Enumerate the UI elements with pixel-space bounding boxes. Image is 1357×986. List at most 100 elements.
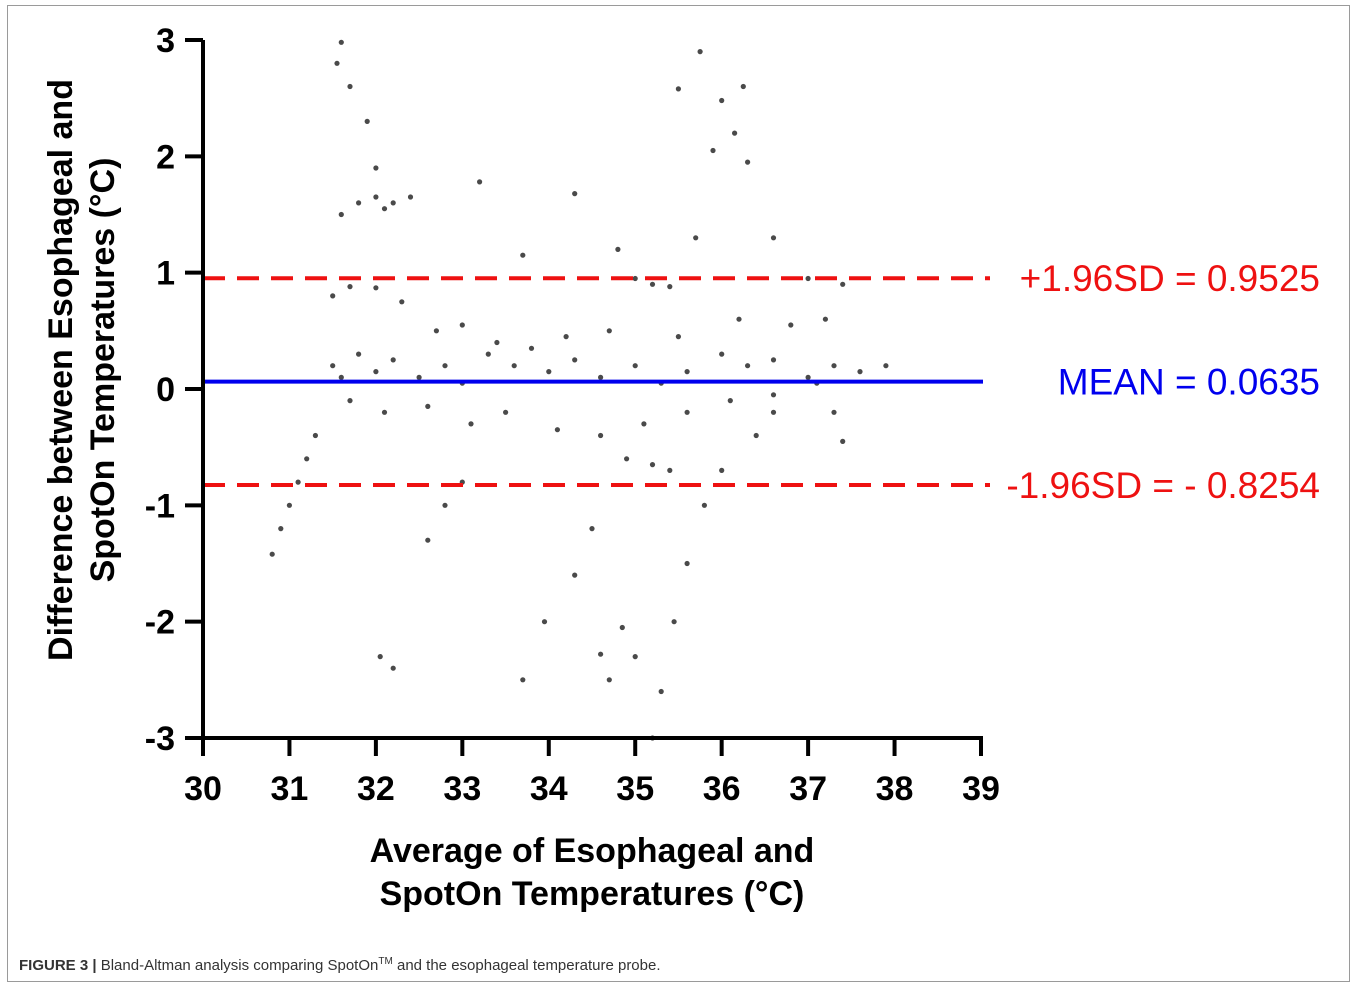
mean-label: MEAN = 0.0635 (1058, 362, 1320, 403)
data-point (546, 369, 552, 375)
data-point (425, 403, 431, 409)
data-point (675, 334, 682, 340)
data-point (701, 502, 708, 508)
y-tick-label: -1 (145, 487, 175, 525)
data-point (572, 191, 578, 197)
data-point (356, 351, 362, 357)
data-point (373, 194, 379, 200)
figure-caption: FIGURE 3 | Bland-Altman analysis compari… (19, 956, 661, 974)
data-point (377, 654, 383, 660)
data-point (278, 526, 284, 532)
scatter-points (269, 39, 889, 741)
data-point (503, 409, 509, 415)
data-point (338, 374, 344, 380)
x-axis-title: Average of Esophageal and SpotOn Temperat… (370, 832, 815, 913)
data-point (442, 363, 448, 369)
data-point (330, 363, 336, 369)
limit-label: +1.96SD = 0.9525 (1020, 258, 1320, 299)
bland-altman-chart: +1.96SD = 0.9525 MEAN = 0.0635 -1.96SD = -… (42, 22, 1320, 913)
data-point (684, 369, 690, 375)
data-point (589, 526, 595, 532)
data-point (416, 374, 422, 380)
data-point (364, 118, 370, 124)
data-point (381, 409, 388, 415)
data-point (442, 502, 448, 508)
caption-superscript: TM (378, 956, 393, 967)
data-point (381, 206, 388, 212)
data-point (822, 316, 829, 322)
data-point (667, 467, 673, 473)
y-tick-label: 0 (156, 371, 175, 409)
data-point (373, 165, 379, 171)
data-point (675, 86, 682, 92)
data-point (347, 83, 353, 90)
data-point (295, 479, 301, 485)
data-point (356, 200, 362, 206)
data-point (840, 438, 846, 444)
data-point (632, 275, 638, 282)
data-point (649, 462, 656, 468)
data-point (598, 374, 604, 380)
x-tick-label: 38 (876, 770, 914, 808)
x-tick-label: 34 (530, 770, 568, 808)
data-point (684, 409, 690, 415)
data-point (693, 235, 699, 241)
data-point (770, 409, 777, 415)
data-point (286, 502, 292, 508)
x-tick-label: 32 (357, 770, 395, 808)
data-point (619, 624, 625, 631)
data-point (312, 432, 318, 439)
data-point (745, 363, 751, 369)
data-point (477, 179, 483, 185)
data-point (373, 285, 379, 291)
data-point (520, 252, 526, 258)
y-tick-label: 2 (156, 138, 175, 176)
data-point (347, 284, 353, 290)
data-point (671, 619, 677, 625)
data-point (667, 284, 673, 290)
data-point (727, 398, 733, 404)
data-point (606, 328, 612, 334)
data-point (563, 334, 569, 340)
data-point (399, 299, 405, 305)
y-tick-label: 1 (156, 255, 175, 293)
data-point (407, 194, 414, 200)
data-point (740, 83, 746, 90)
data-point (347, 398, 353, 404)
data-point (831, 363, 837, 369)
x-tick-label: 35 (616, 770, 654, 808)
data-point (330, 293, 336, 299)
data-point (770, 392, 777, 398)
data-point (541, 619, 548, 625)
x-tick-label: 39 (962, 770, 1000, 808)
y-tick-label: -3 (145, 720, 175, 758)
y-tick-label: 3 (156, 22, 175, 60)
data-point (338, 211, 344, 218)
x-tick-label: 31 (271, 770, 309, 808)
data-point (719, 351, 725, 357)
data-point (511, 363, 517, 369)
data-point (831, 409, 837, 415)
x-tick-label: 30 (184, 770, 222, 808)
data-point (753, 432, 759, 439)
y-tick-label: -2 (145, 604, 175, 642)
data-point (598, 651, 604, 657)
data-point (745, 159, 751, 165)
data-point (641, 421, 647, 427)
data-point (632, 654, 638, 660)
figure-frame (7, 5, 1350, 982)
data-point (390, 665, 396, 671)
data-point (572, 357, 578, 363)
data-point (494, 339, 500, 346)
data-point (554, 427, 561, 433)
data-point (304, 456, 310, 462)
data-point (719, 97, 725, 104)
data-point (658, 688, 664, 695)
data-point (883, 363, 889, 369)
data-point (334, 60, 340, 66)
data-point (390, 200, 396, 206)
data-point (710, 147, 716, 154)
data-point (788, 322, 794, 328)
data-point (805, 374, 811, 380)
data-point (736, 316, 742, 322)
